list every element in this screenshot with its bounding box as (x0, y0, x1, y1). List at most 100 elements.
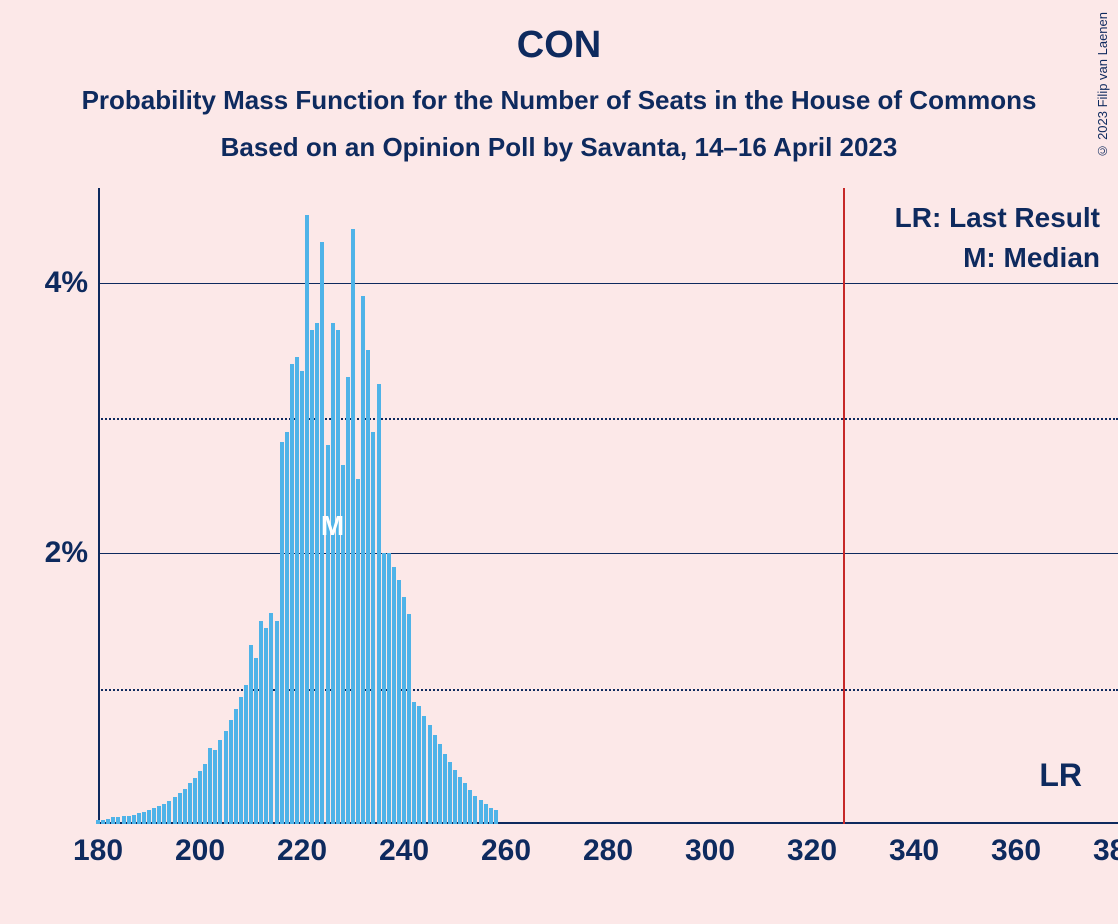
bar (346, 377, 350, 824)
bar (244, 685, 248, 824)
bar (489, 808, 493, 824)
bar (417, 706, 421, 824)
bar (132, 815, 136, 824)
bar (336, 330, 340, 824)
bar (96, 820, 100, 824)
bar (142, 812, 146, 824)
bar (213, 750, 217, 824)
bar (310, 330, 314, 824)
bar (157, 806, 161, 824)
bar (443, 754, 447, 824)
bar (484, 804, 488, 824)
bar (468, 790, 472, 824)
x-tick-label: 260 (481, 834, 531, 868)
bar (137, 813, 141, 824)
x-tick-label: 360 (991, 834, 1041, 868)
bar (326, 445, 330, 824)
bar (473, 796, 477, 824)
bar (193, 778, 197, 824)
bar (448, 762, 452, 824)
bar (494, 810, 498, 824)
bar (285, 432, 289, 824)
bar (254, 658, 258, 824)
bar (453, 770, 457, 824)
bar (295, 357, 299, 824)
bar (433, 735, 437, 824)
bar (387, 553, 391, 824)
y-tick-label: 2% (45, 536, 88, 570)
x-tick-label: 240 (379, 834, 429, 868)
bar (173, 797, 177, 824)
bar (269, 613, 273, 824)
bar (412, 702, 416, 824)
bar (382, 553, 386, 824)
bar (428, 725, 432, 824)
bar (300, 371, 304, 824)
bar (315, 323, 319, 824)
bar (188, 783, 192, 824)
bar (234, 709, 238, 824)
x-tick-label: 340 (889, 834, 939, 868)
bar (366, 350, 370, 824)
legend-last-result: LR: Last Result (895, 202, 1100, 234)
bar (356, 479, 360, 824)
gridline-major (98, 283, 1118, 284)
bar (152, 808, 156, 824)
bar (351, 229, 355, 824)
chart-subtitle-2: Based on an Opinion Poll by Savanta, 14–… (0, 132, 1118, 163)
x-tick-label: 220 (277, 834, 327, 868)
bar (249, 645, 253, 824)
y-tick-label: 4% (45, 266, 88, 300)
chart-subtitle-1: Probability Mass Function for the Number… (0, 85, 1118, 116)
bar (101, 820, 105, 824)
median-marker: M (321, 510, 344, 542)
bar (458, 777, 462, 824)
bar (438, 744, 442, 824)
bar (371, 432, 375, 824)
bar (479, 800, 483, 824)
bar (183, 789, 187, 824)
bar (127, 816, 131, 824)
bar (116, 817, 120, 824)
bar (122, 816, 126, 824)
bar (331, 323, 335, 824)
gridline-major (98, 553, 1118, 554)
copyright-text: © 2023 Filip van Laenen (1095, 12, 1110, 159)
bar (178, 793, 182, 824)
bar (239, 697, 243, 824)
bar (111, 817, 115, 824)
bar (422, 716, 426, 824)
bar (361, 296, 365, 824)
bar (224, 731, 228, 824)
x-tick-label: 380 (1093, 834, 1118, 868)
legend-median: M: Median (963, 242, 1100, 274)
bar (280, 442, 284, 824)
x-tick-label: 300 (685, 834, 735, 868)
bar (407, 614, 411, 824)
x-tick-label: 200 (175, 834, 225, 868)
bar (218, 740, 222, 824)
bar (259, 621, 263, 824)
chart-plot-area: 2%4%180200220240260280300320340360380LR:… (98, 188, 1118, 824)
bar (397, 580, 401, 824)
bar (208, 748, 212, 824)
bar (162, 804, 166, 824)
bar (198, 771, 202, 824)
bar (463, 783, 467, 824)
bar (264, 628, 268, 824)
bar (203, 764, 207, 824)
bar (147, 810, 151, 824)
x-tick-label: 320 (787, 834, 837, 868)
x-tick-label: 180 (73, 834, 123, 868)
bar (392, 567, 396, 824)
bar (305, 215, 309, 824)
bar (275, 621, 279, 824)
bar (106, 819, 110, 824)
bar (290, 364, 294, 824)
last-result-line (843, 188, 845, 824)
bar (167, 801, 171, 824)
bar (377, 384, 381, 824)
chart-title: CON (0, 0, 1118, 67)
gridline-minor (98, 418, 1118, 420)
x-tick-label: 280 (583, 834, 633, 868)
